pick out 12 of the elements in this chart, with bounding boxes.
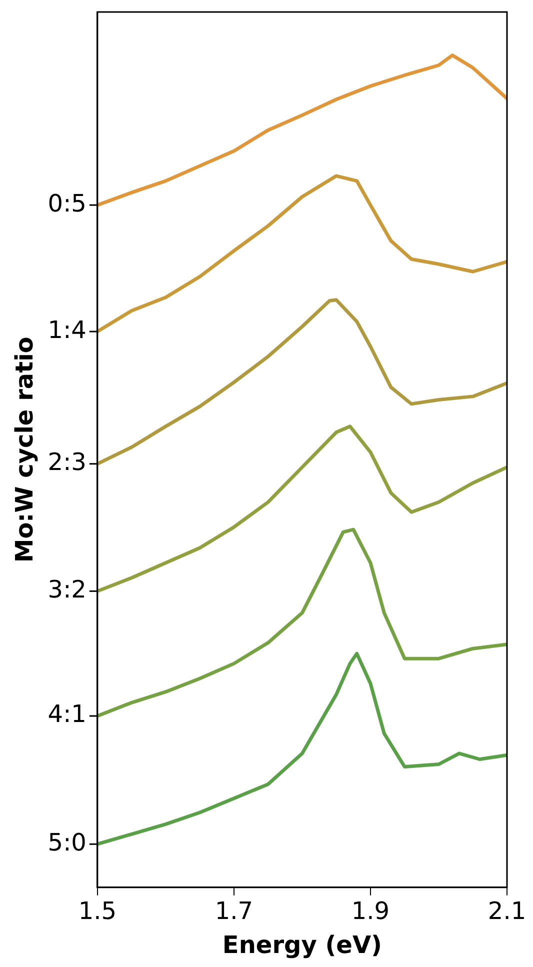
series-label: 2:3 bbox=[48, 448, 86, 476]
y-axis-title: Mo:W cycle ratio bbox=[10, 336, 39, 563]
x-tick-label: 2.1 bbox=[488, 897, 526, 926]
x-axis-title: Energy (eV) bbox=[222, 930, 382, 959]
x-tick-label: 1.7 bbox=[214, 897, 254, 926]
x-tick-label: 1.5 bbox=[78, 897, 117, 926]
x-tick-label: 1.9 bbox=[351, 897, 390, 926]
series-label: 3:2 bbox=[48, 575, 86, 604]
series-label: 0:5 bbox=[48, 189, 86, 218]
series-label: 1:4 bbox=[48, 316, 86, 344]
series-label: 5:0 bbox=[48, 828, 86, 856]
series-label: 4:1 bbox=[48, 700, 86, 728]
